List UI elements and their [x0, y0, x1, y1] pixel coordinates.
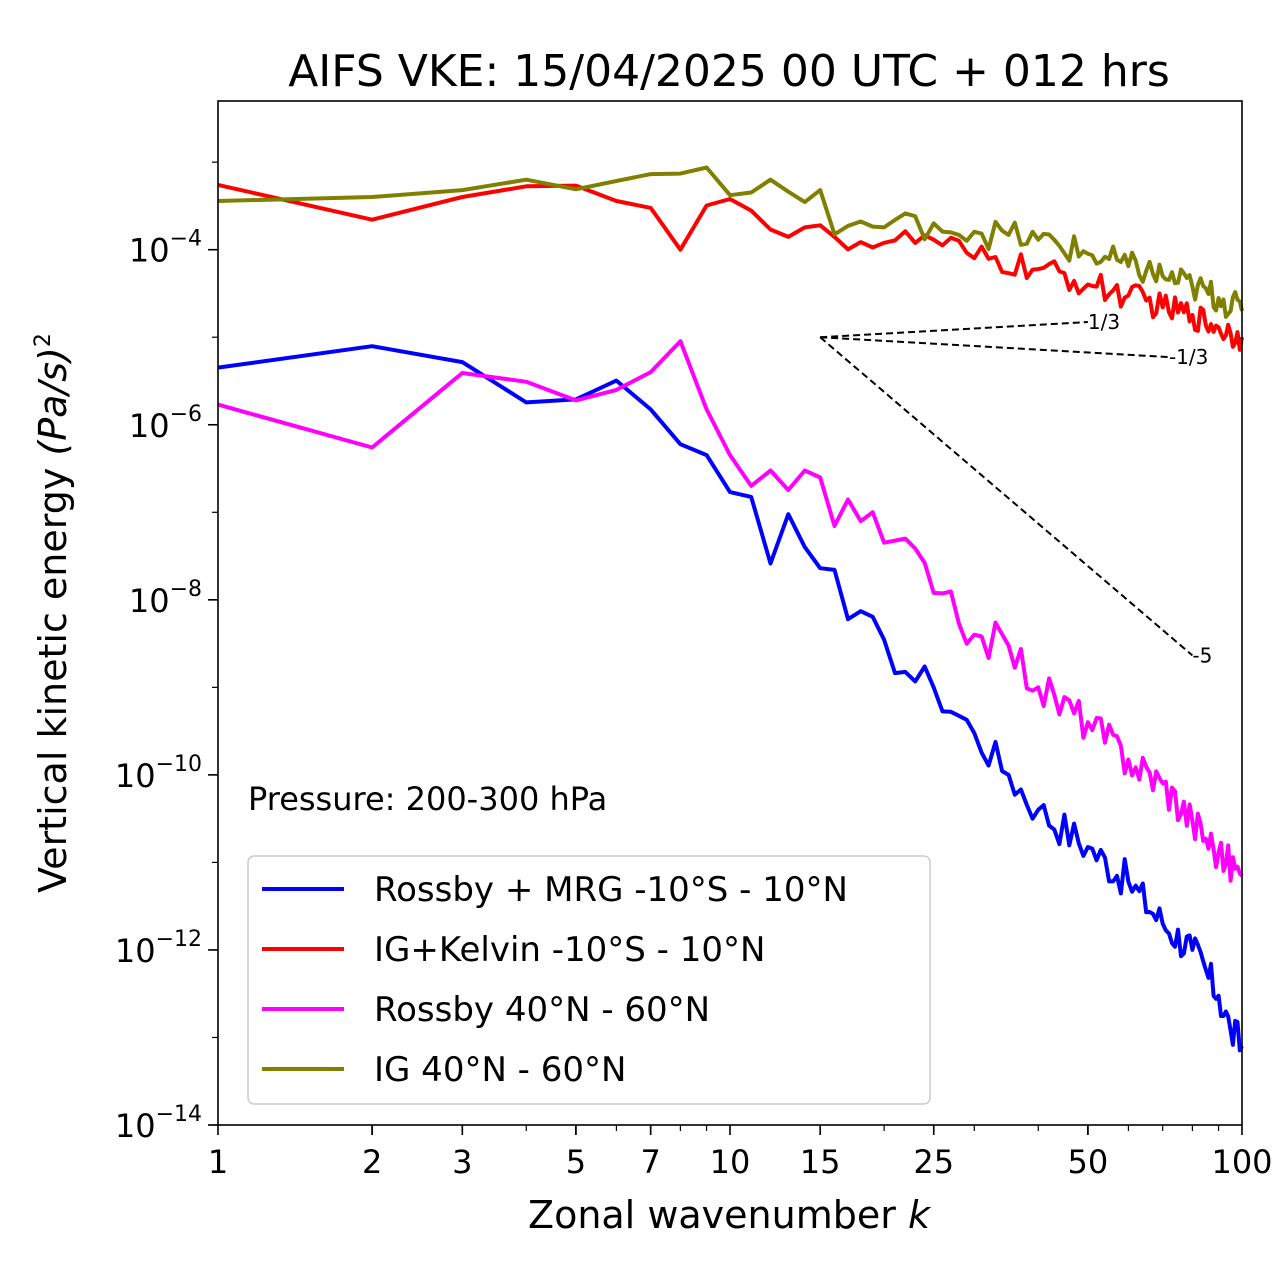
reference-label-0: 1/3	[1088, 310, 1120, 334]
legend: Rossby + MRG -10°S - 10°N IG+Kelvin -10°S…	[247, 855, 931, 1105]
chart-title: AIFS VKE: 15/04/2025 00 UTC + 012 hrs	[288, 46, 1170, 97]
x-tick-label: 3	[452, 1143, 472, 1181]
series-line-2	[217, 339, 1244, 883]
x-tick-label: 15	[800, 1143, 841, 1181]
y-tick-label: 10−14	[115, 1102, 202, 1145]
x-axis-label: Zonal wavenumber k	[528, 1193, 932, 1237]
legend-label-0: Rossby + MRG -10°S - 10°N	[374, 870, 848, 910]
series-line-3	[217, 165, 1244, 319]
reference-slope-lines: 1/3 -1/3 -5	[819, 310, 1212, 667]
legend-label-2: Rossby 40°N - 60°N	[374, 990, 710, 1030]
legend-frame	[247, 855, 931, 1105]
reference-line-0	[820, 320, 1088, 339]
y-tick-label: 10−10	[115, 752, 202, 795]
reference-line-2	[819, 336, 1194, 657]
y-tick-label: 10−6	[129, 402, 202, 445]
y-axis-ticks: 10−4 10−6 10−8 10−10 10−12 10−14	[115, 161, 218, 1145]
series-line-1	[217, 182, 1244, 352]
plot-lines	[217, 165, 1244, 1053]
pressure-annotation: Pressure: 200-300 hPa	[248, 780, 607, 818]
x-tick-label: 100	[1211, 1143, 1272, 1181]
y-tick-label: 10−4	[129, 227, 202, 270]
y-tick-label: 10−8	[129, 577, 202, 620]
x-tick-label: 7	[641, 1143, 661, 1181]
reference-label-1: -1/3	[1169, 345, 1208, 369]
x-tick-label: 1	[208, 1143, 228, 1181]
x-tick-label: 10	[710, 1143, 751, 1181]
x-tick-label: 2	[362, 1143, 382, 1181]
x-tick-label: 25	[913, 1143, 954, 1181]
x-tick-label: 5	[566, 1143, 586, 1181]
legend-label-1: IG+Kelvin -10°S - 10°N	[374, 930, 765, 970]
legend-label-3: IG 40°N - 60°N	[374, 1050, 626, 1090]
x-tick-label: 50	[1068, 1143, 1109, 1181]
series-line-0	[217, 344, 1244, 1053]
y-tick-label: 10−12	[115, 927, 202, 970]
x-axis-ticks: 1 2 3 5 7 10 15 25 50 100	[208, 1125, 1273, 1181]
reference-line-1	[820, 336, 1170, 359]
y-axis-label: Vertical kinetic energy (Pa/s)2	[31, 333, 75, 893]
reference-label-2: -5	[1192, 643, 1212, 667]
